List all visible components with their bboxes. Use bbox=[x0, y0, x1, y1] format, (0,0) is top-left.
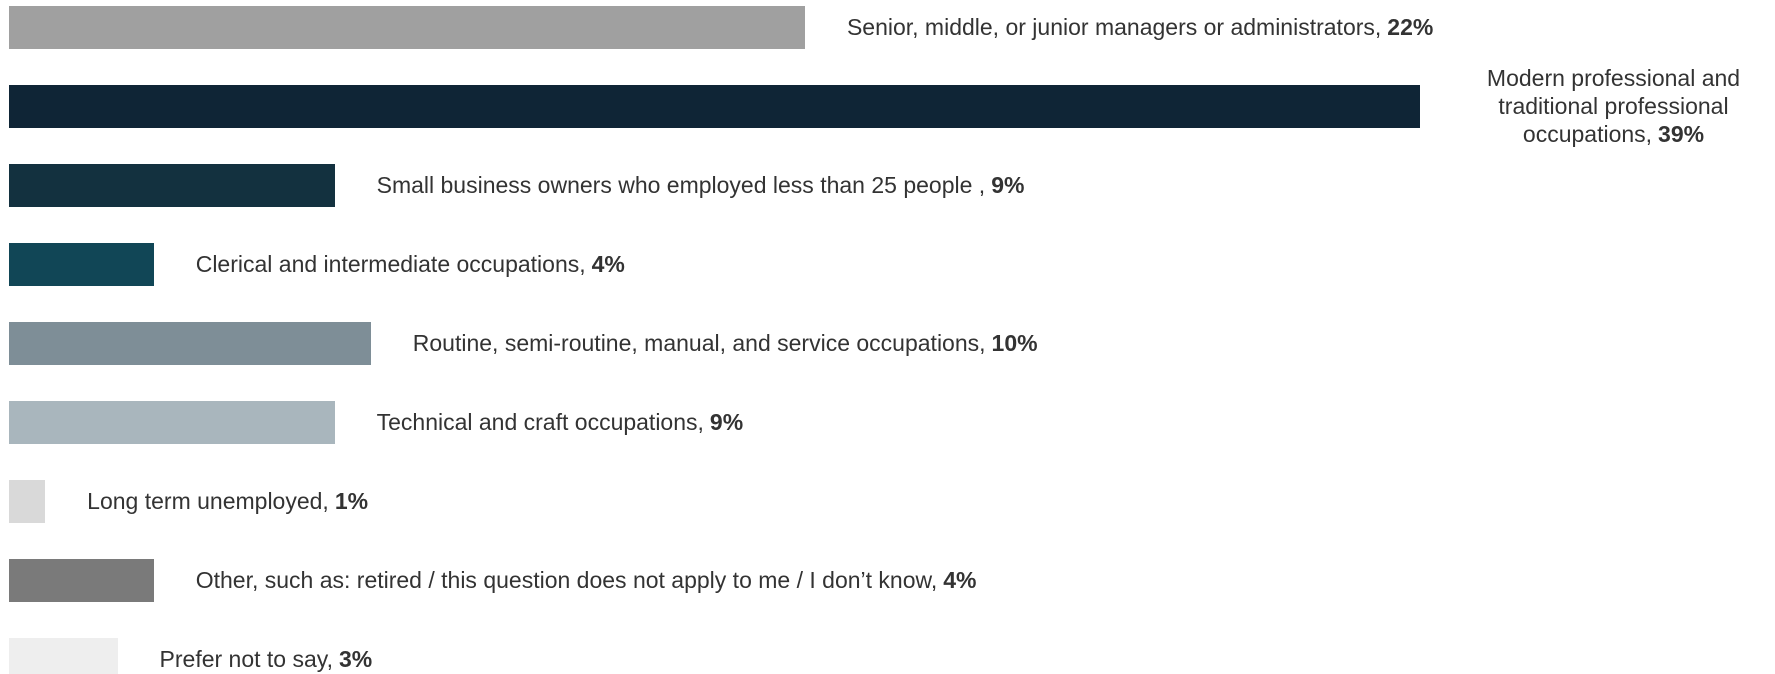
value-label: 3% bbox=[338, 646, 373, 672]
bar bbox=[9, 558, 154, 602]
value-label: 22% bbox=[1387, 14, 1434, 40]
bar-label: Senior, middle, or junior managers or ad… bbox=[847, 13, 1433, 41]
value-label: 9% bbox=[709, 409, 744, 435]
bar-label: Prefer not to say, 3% bbox=[160, 645, 373, 673]
bar-label: Other, such as: retired / this question … bbox=[196, 566, 977, 594]
category-label: Clerical and intermediate occupations, bbox=[195, 251, 586, 277]
category-label: Other, such as: retired / this question … bbox=[195, 567, 938, 593]
value-label: 1% bbox=[334, 488, 369, 514]
bar bbox=[9, 242, 154, 286]
bar-label: Technical and craft occupations, 9% bbox=[377, 408, 744, 436]
value-label: 9% bbox=[991, 172, 1025, 198]
category-label: Small business owners who employed less … bbox=[376, 172, 986, 198]
bar bbox=[9, 321, 371, 365]
category-label: Modern professional and traditional prof… bbox=[1486, 65, 1741, 147]
category-label: Routine, semi-routine, manual, and servi… bbox=[412, 330, 986, 356]
value-label: 39% bbox=[1658, 121, 1705, 147]
value-label: 10% bbox=[991, 330, 1038, 356]
bar-label: Long term unemployed, 1% bbox=[87, 487, 368, 515]
category-label: Long term unemployed, bbox=[87, 488, 329, 514]
bar-label: Modern professional and traditional prof… bbox=[1462, 64, 1765, 148]
bar bbox=[9, 637, 118, 674]
bar bbox=[9, 479, 46, 523]
value-label: 4% bbox=[943, 567, 977, 593]
bar bbox=[9, 163, 335, 207]
category-label: Senior, middle, or junior managers or ad… bbox=[846, 14, 1382, 40]
category-label: Technical and craft occupations, bbox=[376, 409, 704, 435]
bar-label: Clerical and intermediate occupations, 4% bbox=[196, 250, 625, 278]
bar-label: Routine, semi-routine, manual, and servi… bbox=[413, 329, 1038, 357]
value-label: 4% bbox=[591, 251, 625, 277]
category-label: Prefer not to say, bbox=[159, 646, 333, 672]
bar bbox=[9, 400, 335, 444]
bar bbox=[9, 5, 805, 49]
bar-label: Small business owners who employed less … bbox=[377, 171, 1025, 199]
bar bbox=[9, 84, 1420, 128]
